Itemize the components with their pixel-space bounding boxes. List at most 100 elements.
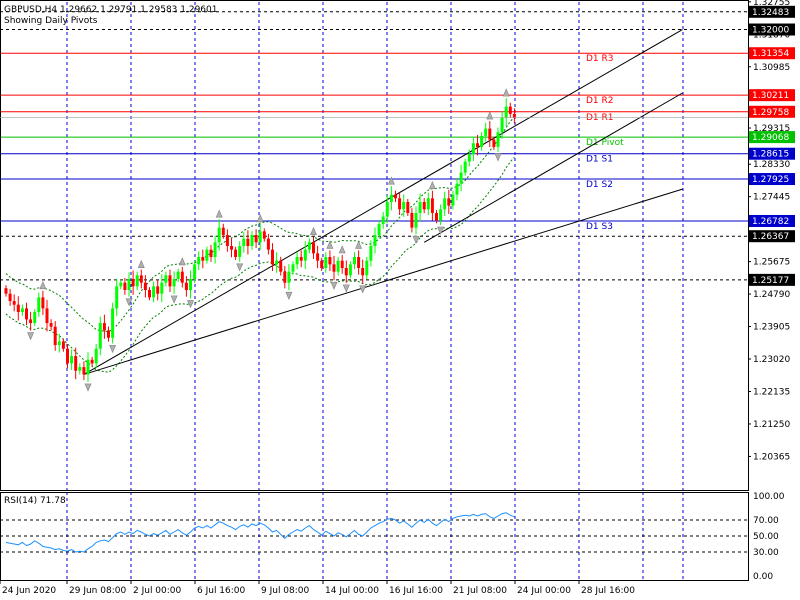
- candle-body: [209, 249, 213, 258]
- rsi-line: [5, 512, 515, 553]
- fractal-down-icon: [170, 295, 178, 304]
- candle-body: [57, 341, 61, 346]
- price-tick-label: 1.25675: [753, 258, 790, 268]
- fractal-up-icon: [338, 245, 346, 254]
- candle-body: [123, 282, 127, 291]
- fractal-down-icon: [437, 226, 445, 235]
- price-tick-label: 1.24790: [753, 290, 790, 300]
- candle-body: [234, 249, 238, 258]
- price-level-box: [749, 47, 795, 60]
- candle-body: [238, 246, 242, 258]
- pivot-label: D1 S3: [586, 222, 613, 232]
- candle-body: [184, 282, 188, 291]
- candle-body: [74, 356, 78, 371]
- price-tick-label: 1.22135: [753, 387, 790, 397]
- candle-body: [53, 326, 57, 346]
- candle-body: [463, 161, 467, 173]
- candle-body: [316, 253, 320, 261]
- candle-body: [443, 198, 447, 210]
- candle-body: [398, 198, 402, 210]
- candle-body: [82, 367, 86, 375]
- price-level-box: [749, 131, 795, 144]
- price-level-value: 1.28615: [752, 150, 789, 160]
- candle-body: [414, 212, 418, 228]
- candle-body: [455, 183, 459, 195]
- candle-body: [242, 238, 246, 246]
- candle-body: [102, 323, 106, 331]
- price-tick-label: 1.23020: [753, 355, 790, 365]
- candle-body: [193, 264, 197, 280]
- candle-body: [451, 194, 455, 206]
- candle-body: [180, 271, 184, 283]
- candle-body: [250, 234, 254, 246]
- fractal-down-icon: [330, 281, 338, 290]
- price-level-value: 1.26782: [752, 217, 789, 227]
- candle-body: [246, 238, 250, 246]
- price-level-box: [749, 214, 795, 227]
- candle-body: [410, 212, 414, 228]
- time-tick-label: 14 Jul 00:00: [325, 586, 379, 596]
- candle-body: [471, 143, 475, 155]
- price-tick-label: 1.20365: [753, 452, 790, 462]
- pivot-label: D1 Pivot: [586, 138, 624, 148]
- candle-body: [492, 139, 496, 147]
- rsi-tick-label: 0.00: [753, 572, 773, 582]
- candle-body: [303, 249, 307, 261]
- candle-body: [139, 275, 143, 283]
- fractal-up-icon: [326, 240, 334, 249]
- candle-body: [98, 323, 102, 349]
- candle-body: [254, 234, 258, 243]
- candle-body: [426, 198, 430, 210]
- candle-body: [435, 212, 438, 221]
- candle-body: [119, 282, 123, 287]
- fractal-down-icon: [27, 332, 35, 341]
- candle-body: [291, 264, 295, 272]
- candle-body: [271, 249, 274, 265]
- candle-body: [402, 201, 406, 210]
- rsi-tick-label: 70.00: [753, 516, 779, 526]
- candle-body: [385, 201, 389, 217]
- candle-body: [41, 297, 45, 309]
- envelope-line: [5, 156, 515, 373]
- candle-body: [369, 246, 373, 261]
- fractal-up-icon: [39, 281, 47, 290]
- symbol-header: GBPUSD,H4 1.29662 1.29791 1.29583 1.2960…: [4, 5, 217, 15]
- time-tick-label: 16 Jul 16:00: [389, 586, 443, 596]
- candle-body: [287, 271, 291, 283]
- price-level-value: 1.25177: [752, 276, 789, 286]
- candle-body: [307, 242, 311, 250]
- time-tick-label: 9 Jul 08:00: [261, 586, 310, 596]
- candle-body: [496, 132, 500, 147]
- rsi-frame: [0, 492, 749, 581]
- candle-body: [221, 227, 225, 235]
- fractal-up-icon: [215, 209, 223, 218]
- candle-body: [127, 279, 131, 291]
- candle-body: [480, 135, 484, 147]
- pivots-note: Showing Daily Pivots: [4, 16, 98, 26]
- frame-layer: [0, 0, 749, 581]
- price-level-box: [749, 230, 795, 243]
- fractal-up-icon: [502, 88, 510, 97]
- price-level-box: [749, 147, 795, 160]
- candle-body: [422, 201, 426, 210]
- price-level-value: 1.29068: [752, 133, 789, 143]
- candle-body: [258, 231, 262, 243]
- price-tick-label: 1.27445: [753, 193, 790, 203]
- candle-body: [381, 216, 385, 224]
- candle-body: [61, 341, 65, 349]
- rsi-label: RSI(14) 71.78: [4, 496, 66, 506]
- trendline-layer: [83, 29, 683, 375]
- pivot-label: D1 R3: [586, 54, 614, 64]
- price-level-box: [749, 89, 795, 102]
- fractal-up-icon: [178, 257, 186, 266]
- fractal-down-icon: [342, 284, 350, 293]
- candle-body: [467, 154, 471, 162]
- rsi-layer: [0, 512, 748, 553]
- candle-body: [197, 257, 201, 265]
- trendline: [83, 188, 683, 375]
- candle-body: [49, 323, 53, 327]
- candle-body: [504, 106, 508, 118]
- candle-body: [217, 227, 221, 243]
- price-level-box: [749, 173, 795, 186]
